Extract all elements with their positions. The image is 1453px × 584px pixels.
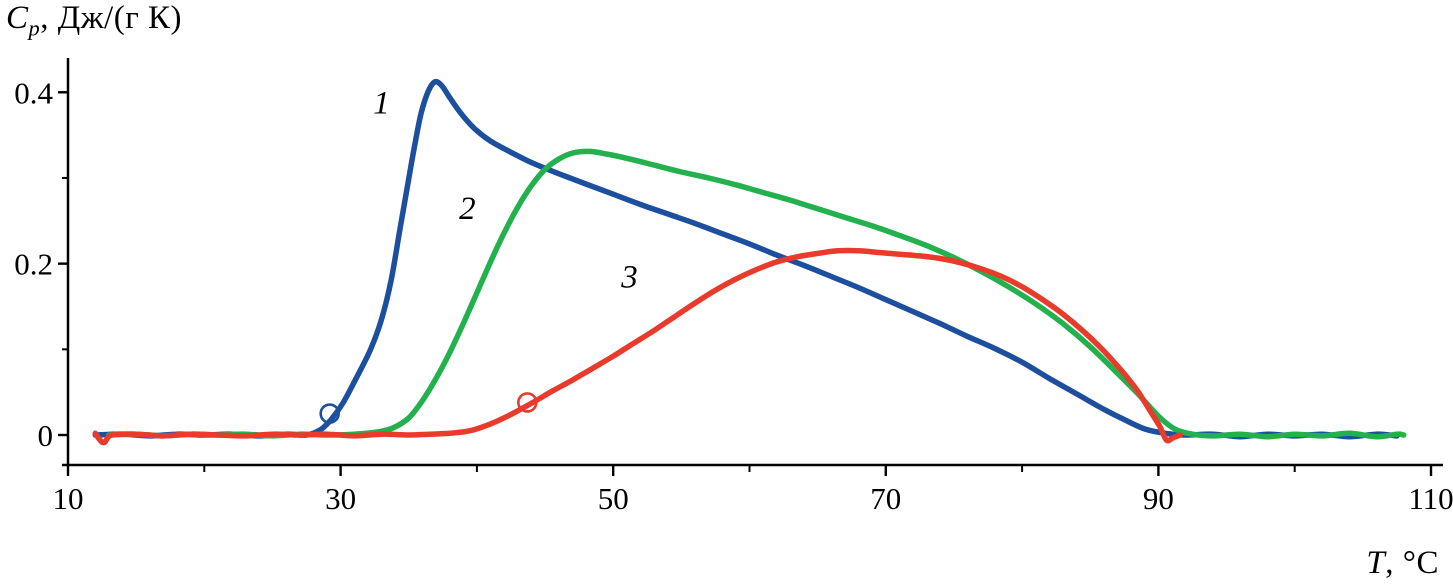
y-tick-label: 0: [38, 418, 54, 453]
x-axis-units: , °C: [1385, 545, 1439, 581]
y-axis-symbol: C: [6, 0, 29, 36]
curve-2-line: [106, 148, 1407, 440]
curve-3-line: [92, 247, 1183, 446]
curve-label-3: 3: [620, 260, 638, 296]
onset-marker-curve-1: [319, 403, 340, 424]
curve-label-1: 1: [373, 86, 390, 122]
x-tick-label: 70: [870, 481, 901, 516]
y-tick-label: 0.2: [14, 247, 53, 282]
x-tick-label: 30: [325, 481, 356, 516]
x-axis-title: T, °C: [1366, 545, 1439, 582]
x-tick-label: 110: [1408, 481, 1453, 516]
x-tick-label: 50: [598, 481, 629, 516]
x-tick-label: 90: [1143, 481, 1174, 516]
curve-1-line: [92, 78, 1400, 440]
x-axis-symbol: T: [1366, 545, 1386, 581]
y-axis-subscript: p: [28, 15, 41, 41]
curve-label-2: 2: [459, 191, 476, 227]
x-tick-label: 10: [53, 481, 84, 516]
y-tick-label: 0.4: [14, 75, 53, 110]
y-axis-units: , Дж/(г К): [40, 0, 182, 36]
onset-marker-curve-3: [517, 392, 538, 413]
y-axis-title: Cp, Дж/(г К): [6, 0, 182, 42]
